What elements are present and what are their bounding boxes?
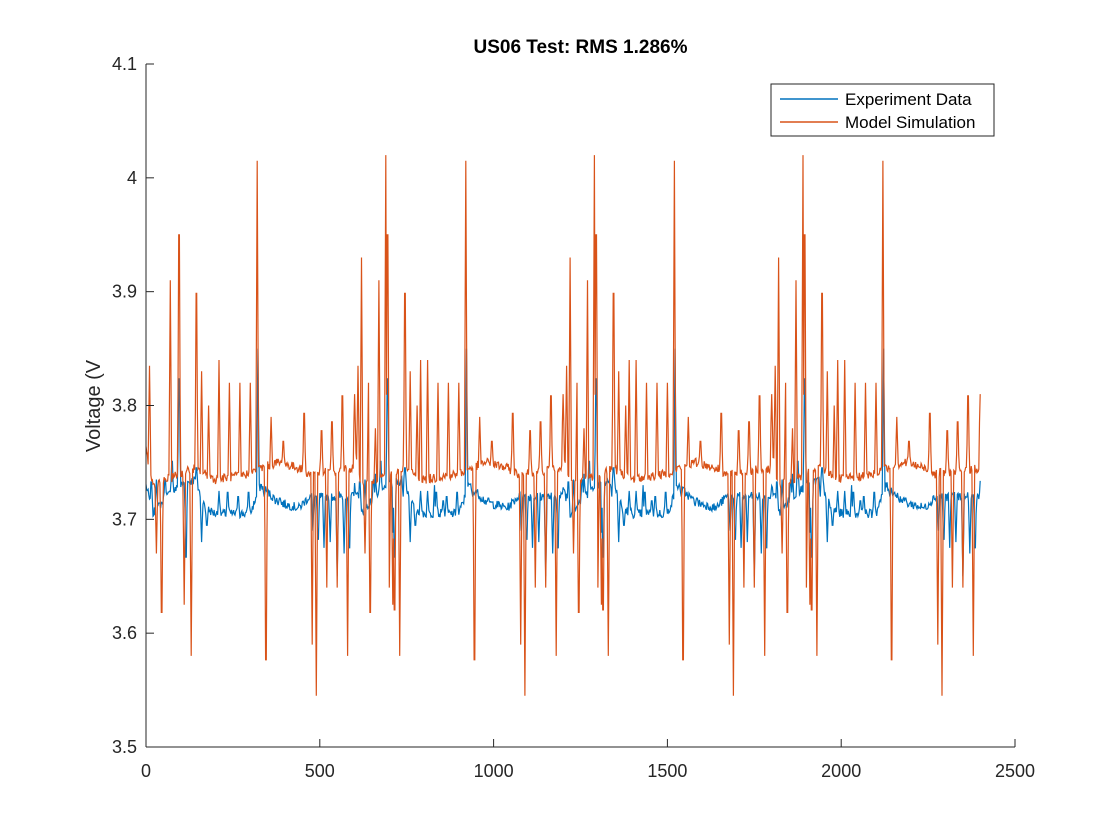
x-tick-label: 0 (141, 761, 151, 781)
y-tick-label: 3.6 (112, 623, 137, 643)
y-tick-label: 3.7 (112, 509, 137, 529)
legend-entry-label: Experiment Data (845, 90, 972, 109)
chart-title: US06 Test: RMS 1.286% (473, 37, 687, 58)
legend-entry-label: Model Simulation (845, 113, 975, 132)
legend: Experiment Data Model Simulation (770, 83, 995, 137)
x-tick-label: 2000 (821, 761, 861, 781)
x-tick-label: 500 (305, 761, 335, 781)
plot-area (146, 155, 981, 696)
y-tick-label: 4 (127, 168, 137, 188)
x-tick-label: 2500 (995, 761, 1035, 781)
x-tick-label: 1000 (474, 761, 514, 781)
y-tick-label: 4.1 (112, 54, 137, 74)
y-tick-label: 3.9 (112, 282, 137, 302)
series-line-model-simulation (146, 155, 981, 696)
x-tick-label: 1500 (647, 761, 687, 781)
y-tick-label: 3.8 (112, 396, 137, 416)
y-axis-title: Voltage (V (83, 359, 105, 452)
legend-box (770, 83, 995, 137)
axes: 0 500 1000 1500 2000 2500 3.5 3.6 3.7 3.8 3.9 4 4.1 (112, 54, 1035, 781)
y-tick-label: 3.5 (112, 737, 137, 757)
series-line-experiment-data (146, 348, 981, 577)
